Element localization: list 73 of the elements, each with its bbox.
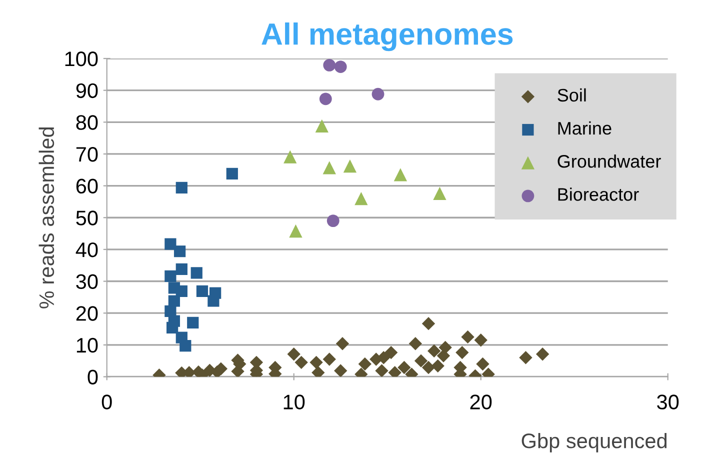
point — [287, 348, 300, 361]
point — [431, 359, 444, 373]
point — [323, 58, 336, 72]
point — [322, 352, 336, 366]
y-tick-label: 0 — [88, 370, 98, 384]
point — [208, 295, 220, 307]
point — [372, 88, 384, 100]
point — [375, 364, 388, 377]
y-tick-label: 10 — [76, 338, 98, 353]
point — [422, 360, 436, 374]
point — [398, 360, 411, 374]
y-tick-label: 90 — [76, 83, 98, 98]
point — [414, 354, 428, 368]
point — [461, 330, 474, 344]
point — [474, 334, 488, 347]
chart-title: All metagenomes — [262, 22, 513, 52]
point — [315, 119, 328, 133]
point — [408, 337, 422, 350]
x-tick-label: 0 — [102, 394, 112, 410]
point — [294, 356, 308, 370]
point — [334, 364, 348, 377]
legend-label: Groundwater — [558, 154, 661, 168]
y-tick-label: 20 — [76, 306, 98, 321]
point — [536, 348, 550, 361]
x-tick-label: 10 — [284, 394, 305, 410]
y-tick-label: 100 — [65, 52, 98, 66]
point — [336, 337, 350, 350]
legend-label: Marine — [558, 121, 612, 135]
point — [319, 92, 332, 106]
point — [174, 246, 186, 258]
point — [456, 346, 469, 360]
legend-label: Soil — [558, 88, 586, 102]
point — [289, 224, 302, 238]
point — [519, 351, 532, 364]
point — [377, 351, 390, 364]
point — [180, 340, 192, 352]
y-tick-label: 70 — [76, 146, 98, 162]
y-tick-label: 80 — [76, 115, 98, 130]
point — [164, 238, 176, 250]
y-tick-label: 40 — [76, 242, 98, 258]
point — [176, 182, 188, 194]
y-tick-label: 30 — [76, 274, 98, 290]
point — [326, 214, 340, 228]
y-tick-label: 50 — [76, 210, 98, 226]
y-tick-label: 60 — [76, 178, 98, 194]
point — [358, 357, 372, 371]
point — [187, 316, 199, 328]
x-tick-label: 30 — [657, 394, 679, 410]
x-axis-title: Gbp sequenced — [522, 432, 667, 452]
point — [343, 159, 357, 173]
point — [284, 150, 297, 164]
point — [476, 357, 490, 371]
point — [334, 60, 347, 73]
point — [322, 161, 336, 174]
point — [168, 295, 180, 307]
point — [438, 340, 452, 354]
point — [422, 317, 436, 330]
point — [394, 168, 408, 182]
point — [164, 270, 176, 282]
legend-label: Bioreactor — [558, 188, 639, 201]
point — [176, 285, 188, 297]
x-tick-label: 20 — [470, 394, 492, 410]
point — [384, 346, 398, 360]
point — [433, 186, 446, 200]
point — [166, 322, 178, 334]
point — [428, 344, 441, 358]
point — [196, 285, 208, 297]
point — [354, 192, 368, 206]
point — [176, 263, 188, 275]
point — [190, 267, 202, 279]
y-axis-title: % reads assembled — [38, 127, 54, 308]
point — [310, 356, 323, 370]
point — [226, 168, 238, 180]
